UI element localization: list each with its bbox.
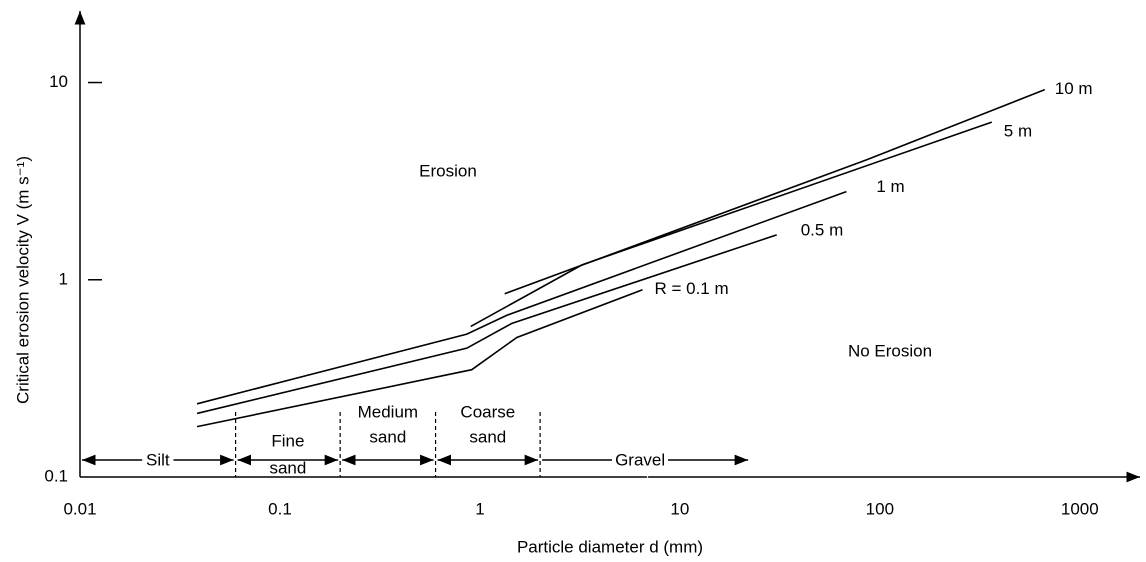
x-tick-label: 0.01 bbox=[63, 499, 96, 518]
series-label: 5 m bbox=[1004, 122, 1032, 141]
x-tick-label: 100 bbox=[866, 499, 894, 518]
line bbox=[196, 190, 847, 405]
class-label: sand bbox=[469, 427, 506, 446]
line bbox=[504, 88, 1046, 295]
class-label: sand bbox=[369, 427, 406, 446]
y-tick-label: 0.1 bbox=[44, 466, 68, 485]
class-label: Medium bbox=[358, 402, 418, 421]
annotation: No Erosion bbox=[848, 341, 932, 360]
class-label: sand bbox=[269, 458, 306, 477]
x-tick-label: 1 bbox=[475, 499, 484, 518]
x-tick-label: 10 bbox=[670, 499, 689, 518]
line bbox=[196, 234, 777, 415]
class-label: Silt bbox=[146, 450, 170, 469]
series-label: 10 m bbox=[1055, 79, 1093, 98]
y-axis-title: Critical erosion velocity V (m s⁻¹) bbox=[13, 156, 32, 404]
series-label: R = 0.1 m bbox=[654, 279, 728, 298]
series-label: 1 m bbox=[876, 177, 904, 196]
line bbox=[196, 289, 643, 428]
line bbox=[470, 121, 993, 328]
series-label: 0.5 m bbox=[801, 220, 844, 239]
x-tick-label: 1000 bbox=[1061, 499, 1099, 518]
y-tick-label: 10 bbox=[49, 72, 68, 91]
class-label: Gravel bbox=[615, 450, 665, 469]
y-tick-label: 1 bbox=[59, 269, 68, 288]
class-label: Fine bbox=[271, 431, 304, 450]
x-axis-title: Particle diameter d (mm) bbox=[517, 537, 703, 556]
class-label: Coarse bbox=[460, 402, 515, 421]
x-tick-label: 0.1 bbox=[268, 499, 292, 518]
annotation: Erosion bbox=[419, 161, 477, 180]
